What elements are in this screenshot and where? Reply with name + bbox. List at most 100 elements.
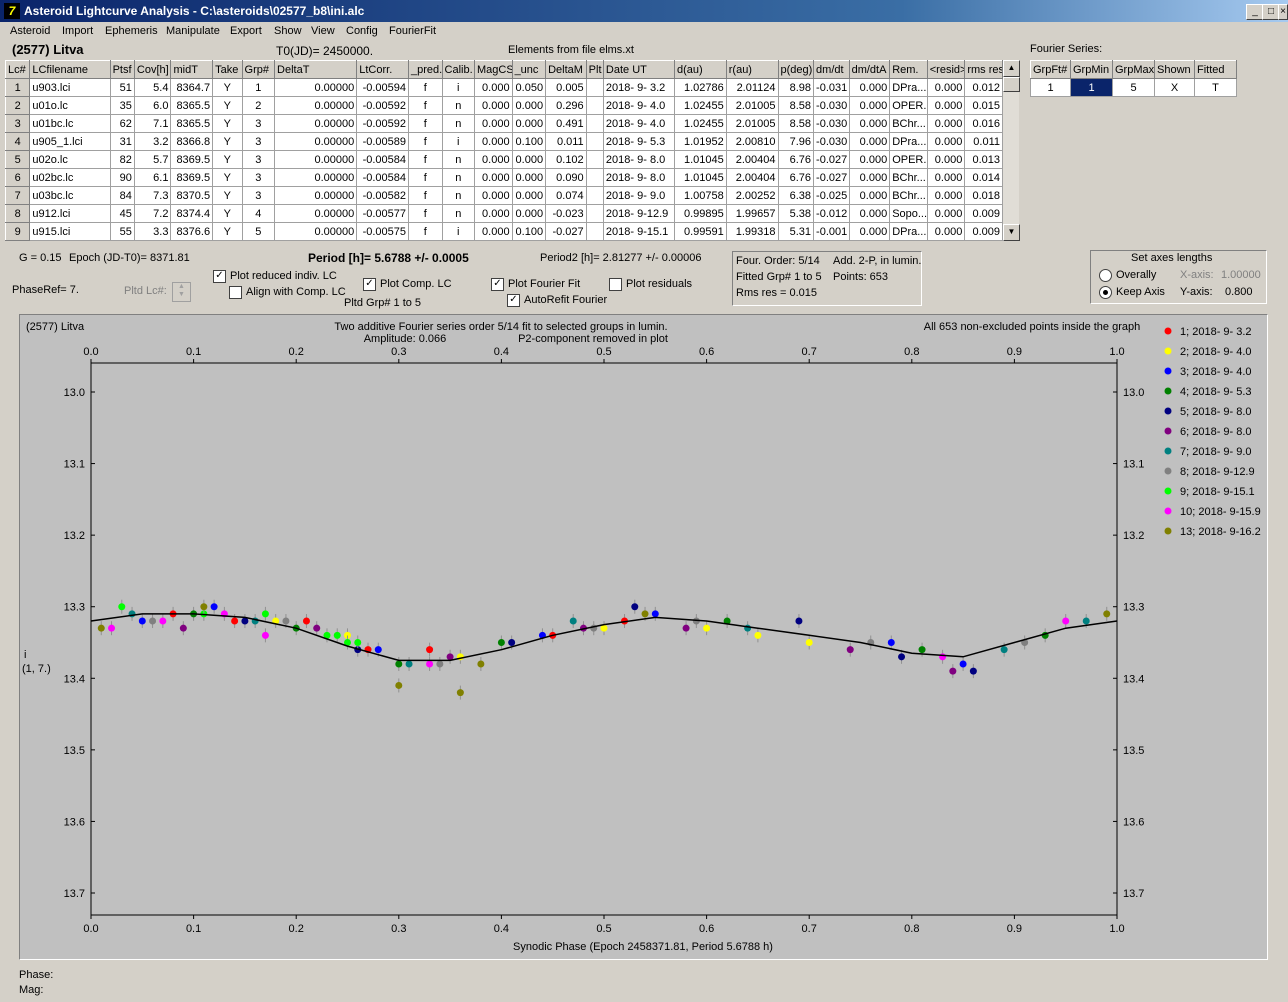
table-cell[interactable]: f [408,222,443,241]
table-cell[interactable]: 0.074 [545,186,587,205]
table-cell[interactable]: 2018- 9-12.9 [602,204,675,223]
table-cell[interactable]: 0.00000 [274,132,358,151]
table-cell[interactable]: 0.011 [964,132,1003,151]
fourier-cell[interactable]: 1 [1030,78,1071,97]
table-cell[interactable]: 62 [109,114,135,133]
column-header[interactable]: LCfilename [29,60,111,79]
table-cell[interactable]: 0.000 [926,186,966,205]
table-cell[interactable]: Y [212,168,243,187]
x-axis-value[interactable]: 1.00000 [1221,269,1261,281]
table-cell[interactable]: 8376.6 [170,222,214,241]
table-cell[interactable]: 6.0 [133,96,172,115]
table-cell[interactable]: DPra... [889,222,928,241]
table-cell[interactable]: -0.00575 [356,222,410,241]
table-cell[interactable]: Y [212,96,243,115]
table-cell[interactable]: 0.000 [926,96,966,115]
row-header[interactable]: 2 [4,96,31,115]
table-cell[interactable]: 0.018 [964,186,1003,205]
table-cell[interactable]: n [441,168,476,187]
table-cell[interactable]: -0.027 [813,150,850,169]
table-row[interactable]: 1 u903.lci 51 5.4 8364.7 Y 1 0.00000 -0.00594 f i 0… [4,78,1003,97]
table-cell[interactable]: 0.000 [848,132,891,151]
table-cell[interactable]: 2018- 9- 4.0 [602,114,675,133]
table-cell[interactable]: 2.01005 [725,96,779,115]
table-cell[interactable]: 0.99895 [673,204,727,223]
row-header[interactable]: 3 [4,114,31,133]
table-cell[interactable]: -0.00592 [356,96,410,115]
table-cell[interactable]: 0.000 [926,132,966,151]
plot-fourier-checkbox[interactable]: ✓ [491,278,504,291]
table-cell[interactable] [585,150,604,169]
table-cell[interactable]: -0.023 [545,204,587,223]
table-cell[interactable]: 0.000 [474,96,513,115]
table-cell[interactable]: i [441,222,476,241]
table-scrollbar[interactable]: ▲ ▼ [1003,60,1020,241]
table-cell[interactable]: 0.000 [848,114,891,133]
table-cell[interactable]: 5.31 [777,222,815,241]
table-row[interactable]: 8 u912.lci 45 7.2 8374.4 Y 4 0.00000 -0.00577 f n 0… [4,204,1003,223]
table-cell[interactable]: -0.00584 [356,150,410,169]
column-header[interactable]: rms res [964,60,1003,79]
table-cell[interactable]: 8.58 [777,114,815,133]
column-header[interactable]: Plt [585,60,604,79]
table-cell[interactable]: 0.000 [474,114,513,133]
column-header[interactable]: dm/dtA [848,60,891,79]
table-cell[interactable]: 0.00000 [274,222,358,241]
table-cell[interactable]: u01bc.lc [29,114,111,133]
table-cell[interactable]: 3.2 [133,132,172,151]
table-cell[interactable]: 8369.5 [170,168,214,187]
table-cell[interactable]: 2.00252 [725,186,779,205]
table-cell[interactable]: -0.012 [813,204,850,223]
table-row[interactable]: 4 u905_1.lci 31 3.2 8366.8 Y 3 0.00000 -0.00589 f… [4,132,1003,151]
table-cell[interactable]: 3 [241,132,276,151]
table-cell[interactable]: 6.76 [777,168,815,187]
table-row[interactable]: 3 u01bc.lc 62 7.1 8365.5 Y 3 0.00000 -0.00592 f n 0… [4,114,1003,133]
table-cell[interactable]: 7.1 [133,114,172,133]
table-cell[interactable]: 3 [241,168,276,187]
row-header[interactable]: 8 [4,204,31,223]
table-cell[interactable]: 3 [241,186,276,205]
plot-residuals-checkbox[interactable] [609,278,622,291]
table-cell[interactable]: 0.99591 [673,222,727,241]
table-cell[interactable]: -0.025 [813,186,850,205]
table-cell[interactable]: 0.013 [964,150,1003,169]
scroll-up-button[interactable]: ▲ [1003,60,1020,77]
table-cell[interactable]: 0.00000 [274,204,358,223]
table-cell[interactable]: 0.000 [511,96,547,115]
menu-show[interactable]: Show [274,25,302,37]
table-cell[interactable]: 0.000 [926,114,966,133]
table-cell[interactable]: 2.00810 [725,132,779,151]
table-cell[interactable]: -0.030 [813,132,850,151]
table-cell[interactable]: 5.7 [133,150,172,169]
fourier-cell[interactable]: T [1194,78,1237,97]
table-cell[interactable] [585,222,604,241]
table-cell[interactable]: n [441,204,476,223]
fourier-cell[interactable]: 1 [1070,78,1113,97]
table-cell[interactable]: 1.01045 [673,150,727,169]
table-cell[interactable]: -0.030 [813,114,850,133]
table-cell[interactable]: 0.050 [511,78,547,97]
table-cell[interactable]: -0.027 [813,168,850,187]
table-cell[interactable]: 0.00000 [274,114,358,133]
table-cell[interactable] [585,96,604,115]
table-cell[interactable]: 0.000 [474,150,513,169]
column-header[interactable]: <resid> [926,60,966,79]
table-row[interactable]: 2 u01o.lc 35 6.0 8365.5 Y 2 0.00000 -0.00592 f n 0.… [4,96,1003,115]
pltd-lc-spinner[interactable]: ▲ ▼ [172,282,191,302]
keep-axis-radio[interactable] [1099,286,1112,299]
table-cell[interactable]: f [408,186,443,205]
table-cell[interactable]: 0.102 [545,150,587,169]
row-header[interactable]: 6 [4,168,31,187]
table-cell[interactable]: 45 [109,204,135,223]
table-cell[interactable]: 2018- 9- 3.2 [602,78,675,97]
table-cell[interactable]: 2018- 9- 4.0 [602,96,675,115]
fourier-cell[interactable]: X [1154,78,1195,97]
table-cell[interactable]: u03bc.lc [29,186,111,205]
menu-export[interactable]: Export [230,25,262,37]
column-header[interactable]: DeltaT [274,60,358,79]
row-header[interactable]: 7 [4,186,31,205]
column-header[interactable]: d(au) [673,60,727,79]
table-cell[interactable]: 0.000 [926,222,966,241]
plot-reduced-checkbox[interactable]: ✓ [213,270,226,283]
table-cell[interactable]: 3 [241,150,276,169]
